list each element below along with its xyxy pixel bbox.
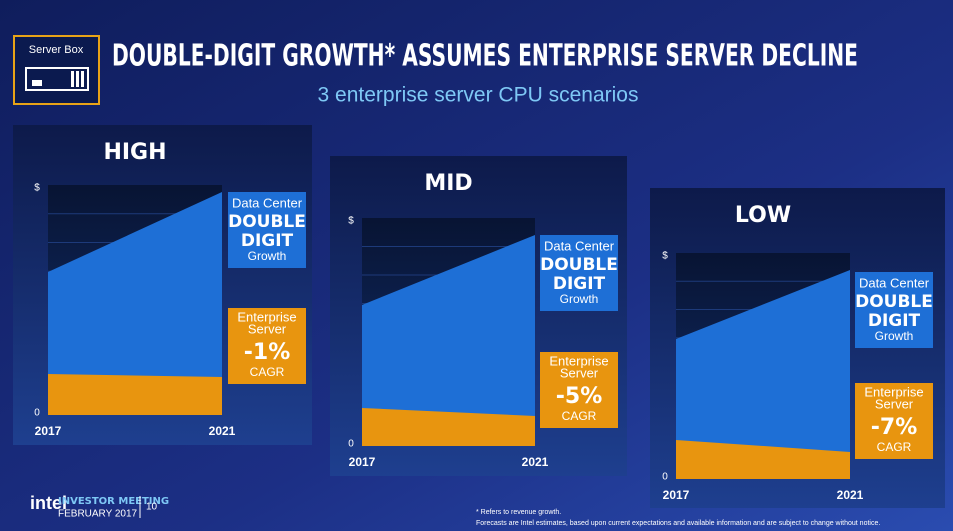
- enterprise-area: [48, 374, 222, 415]
- es-label: CAGR: [562, 409, 597, 423]
- disclaimer: Forecasts are Intel estimates, based upo…: [476, 520, 880, 527]
- es-label: -5%: [556, 384, 602, 409]
- dc-label: Data Center: [232, 195, 303, 210]
- y-label-bottom: 0: [662, 472, 668, 483]
- growth-area: [48, 192, 222, 415]
- x-label-end: 2021: [522, 455, 549, 469]
- dc-label: DOUBLE: [228, 212, 306, 232]
- dc-label: DOUBLE: [855, 292, 933, 312]
- event-date: FEBRUARY 2017: [58, 509, 138, 520]
- es-label: Server: [560, 365, 599, 380]
- x-label-end: 2021: [209, 424, 236, 438]
- dc-label: Data Center: [859, 275, 930, 290]
- event-name: INVESTOR MEETING: [58, 496, 169, 507]
- panel-title: HIGH: [103, 140, 166, 165]
- es-label: Enterprise: [864, 384, 923, 399]
- slide-title: DOUBLE-DIGIT GROWTH* ASSUMES ENTERPRISE …: [112, 39, 858, 74]
- es-box: [855, 383, 933, 459]
- es-box: [540, 352, 618, 428]
- dc-box: [855, 272, 933, 348]
- es-label: -7%: [871, 415, 917, 440]
- growth-area: [676, 270, 850, 479]
- server-icon: [25, 67, 89, 91]
- es-label: Server: [875, 396, 914, 411]
- dc-label: Growth: [560, 292, 599, 306]
- y-label-bottom: 0: [34, 408, 40, 419]
- y-label-top: $: [34, 183, 40, 194]
- dc-label: Data Center: [544, 238, 615, 253]
- brand-logo: intel: [30, 493, 67, 513]
- x-label-end: 2021: [837, 488, 864, 502]
- es-label: Enterprise: [237, 309, 296, 324]
- panel-title: MID: [424, 171, 472, 196]
- dc-label: Growth: [875, 329, 914, 343]
- server-icon-bars: [71, 71, 84, 87]
- y-label-top: $: [348, 216, 354, 227]
- dc-label: Growth: [248, 249, 287, 263]
- x-label-start: 2017: [35, 424, 62, 438]
- es-label: Server: [248, 321, 287, 336]
- dc-box: [540, 235, 618, 311]
- dc-label: DIGIT: [868, 311, 921, 331]
- es-label: CAGR: [877, 440, 912, 454]
- growth-area: [362, 235, 535, 446]
- dc-label: DIGIT: [241, 231, 294, 251]
- y-label-top: $: [662, 251, 668, 262]
- dc-box: [228, 192, 306, 268]
- es-label: -1%: [244, 340, 290, 365]
- x-label-start: 2017: [663, 488, 690, 502]
- server-icon-slot: [32, 80, 42, 86]
- badge-label: Server Box: [29, 44, 84, 56]
- badge-box: [13, 35, 100, 105]
- footnote: * Refers to revenue growth.: [476, 509, 561, 516]
- slide-subtitle: 3 enterprise server CPU scenarios: [318, 84, 639, 107]
- y-label-bottom: 0: [348, 439, 354, 450]
- es-box: [228, 308, 306, 384]
- x-label-start: 2017: [349, 455, 376, 469]
- panel-title: LOW: [735, 203, 791, 228]
- dc-label: DIGIT: [553, 274, 606, 294]
- es-label: CAGR: [250, 365, 285, 379]
- page-number: 10: [146, 502, 158, 513]
- dc-label: DOUBLE: [540, 255, 618, 275]
- enterprise-area: [362, 408, 535, 446]
- enterprise-area: [676, 440, 850, 479]
- es-label: Enterprise: [549, 353, 608, 368]
